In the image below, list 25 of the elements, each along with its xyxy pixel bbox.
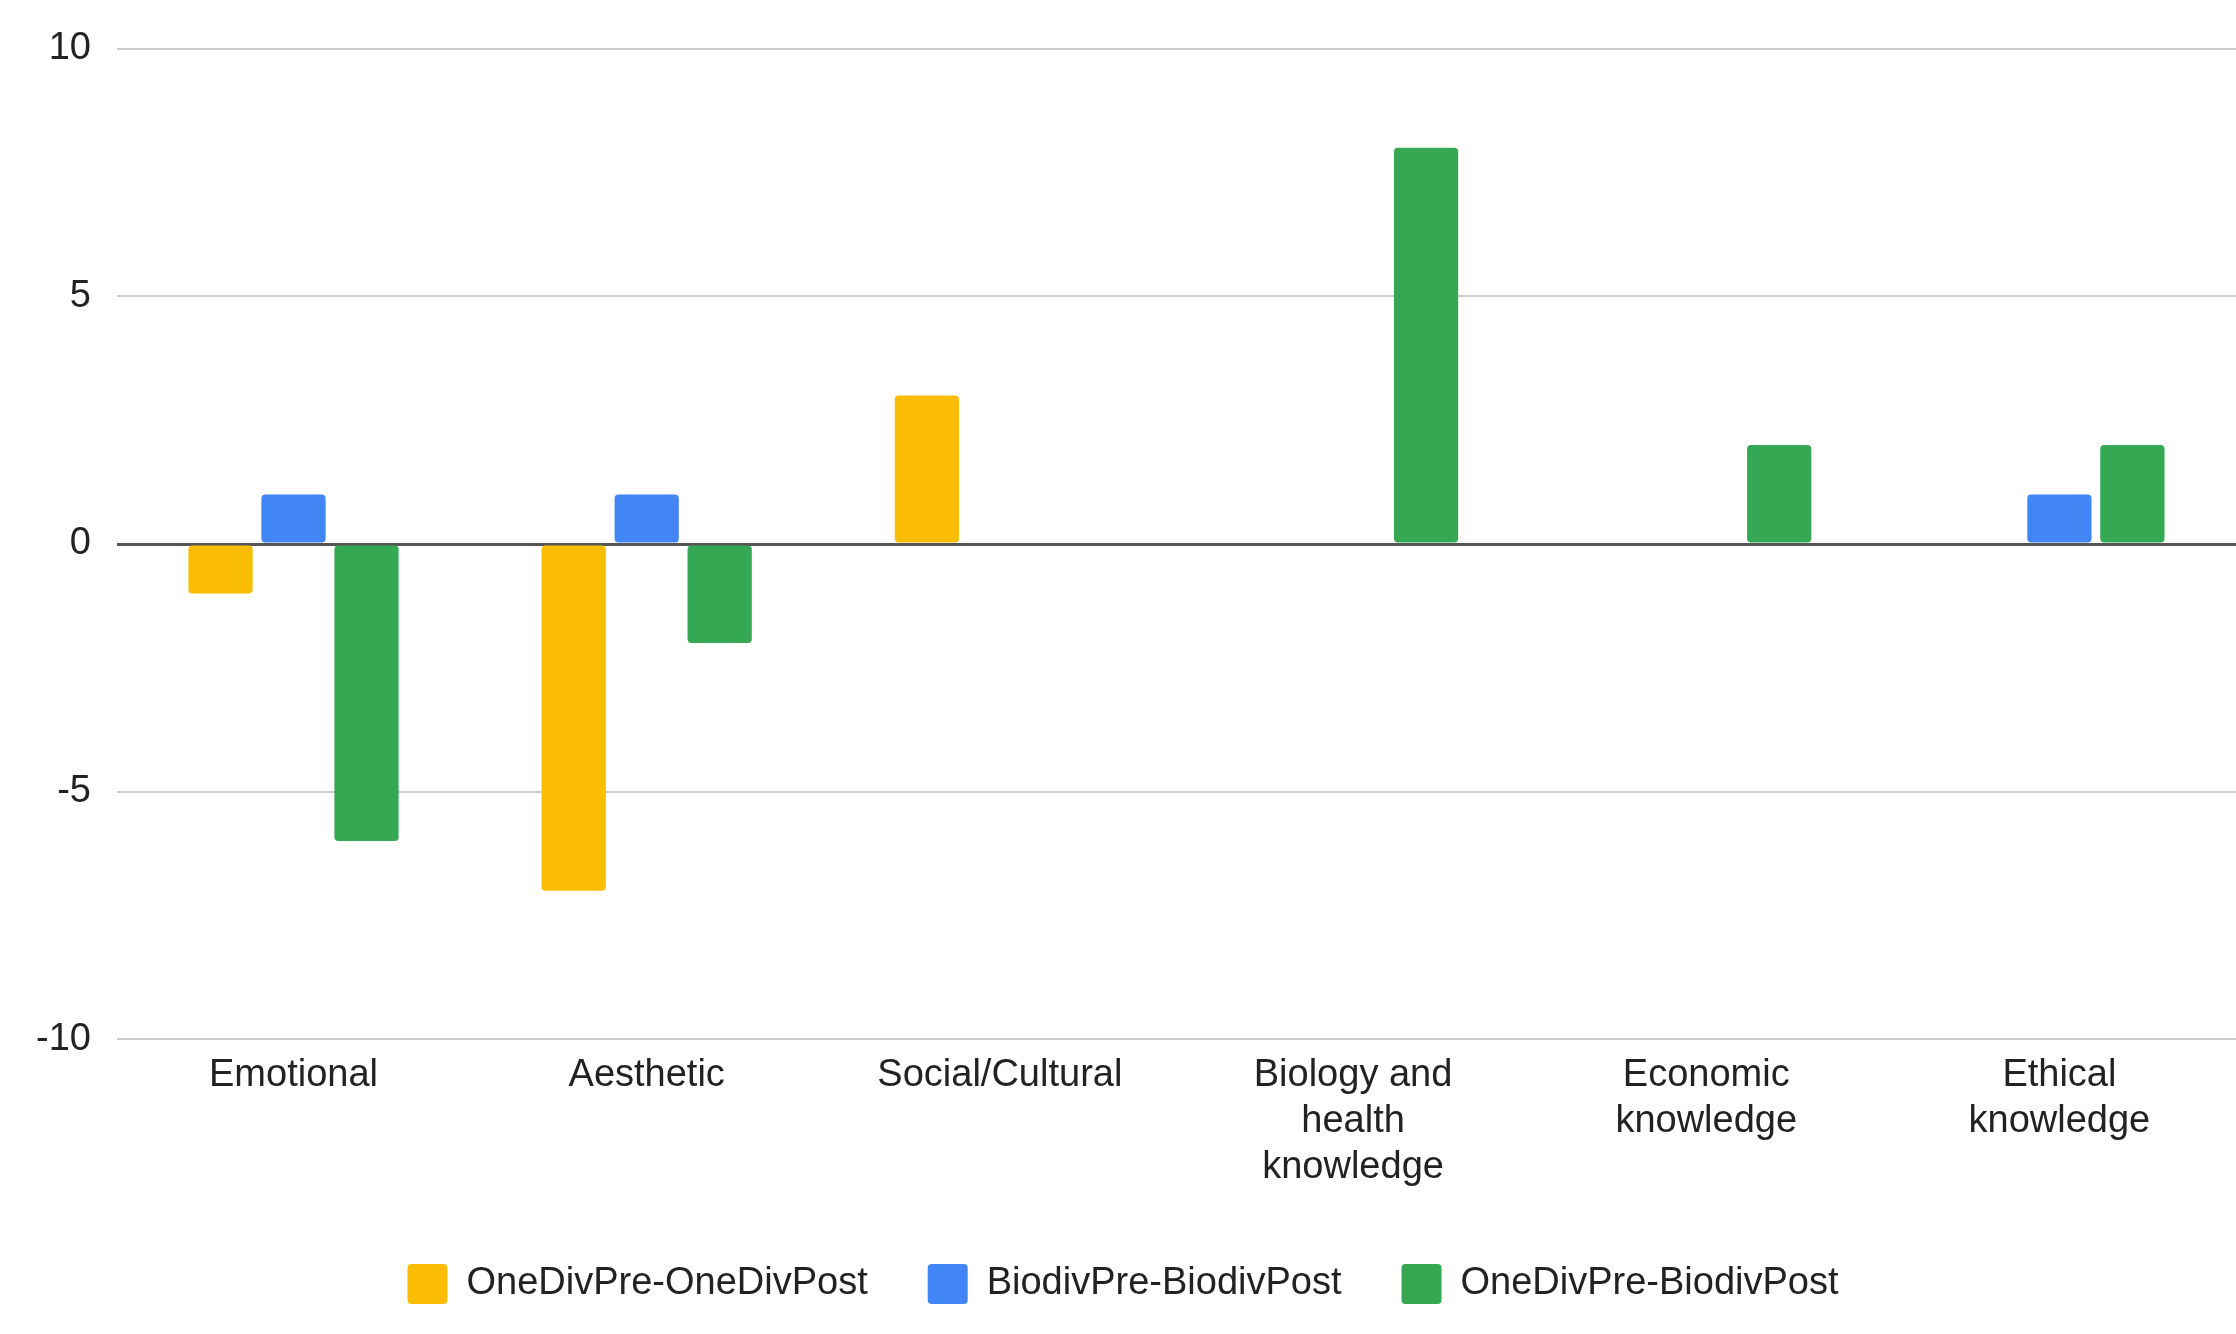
x-tick-label: Social/Cultural [877,1052,1123,1095]
y-tick-label: 0 [69,520,91,563]
bar [2027,494,2092,543]
bar [334,545,399,842]
legend-label: OneDivPre-OneDivPost [466,1260,869,1303]
x-tick-label: Emotional [209,1052,378,1095]
legend-label: BiodivPre-BiodivPost [986,1260,1342,1303]
bar [894,395,959,543]
legend-label: OneDivPre-BiodivPost [1460,1260,1839,1303]
x-tick-label: Economic knowledge [1615,1052,1798,1141]
bar [614,494,679,543]
bar [261,494,326,543]
bar [1747,444,1812,543]
x-tick-label: Aesthetic [568,1052,725,1095]
bar [2100,444,2165,543]
y-tick-label: 5 [69,272,91,315]
y-tick-label: -10 [36,1015,91,1058]
y-tick-label: 10 [48,25,91,68]
bar [188,545,253,594]
x-tick-label: Ethical knowledge [1968,1052,2151,1141]
bar [687,545,752,644]
y-tick-label: -5 [57,768,91,811]
bar [541,545,606,891]
x-tick-label: Biology and health knowledge [1253,1052,1453,1186]
bar [1393,147,1459,543]
